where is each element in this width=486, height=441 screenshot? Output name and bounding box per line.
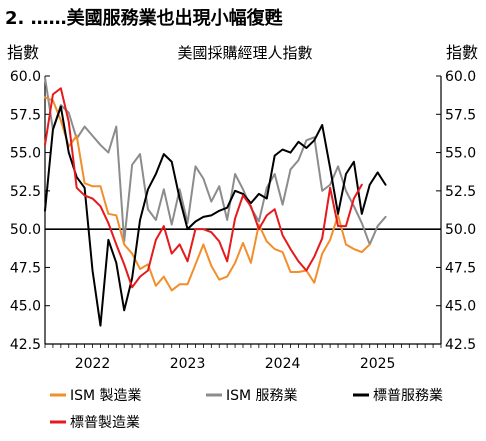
y-axis-label-left: 指數 xyxy=(7,43,39,62)
y-tick-label-left: 47.5 xyxy=(10,260,41,276)
series-line-1 xyxy=(44,76,387,246)
y-tick-label-right: 45.0 xyxy=(445,299,476,315)
legend-label-1: ISM 服務業 xyxy=(226,388,298,404)
chart-title: 2. ……美國服務業也出現小幅復甦 xyxy=(5,7,284,29)
y-tick-label-left: 52.5 xyxy=(10,184,41,200)
chart-subtitle: 美國採購經理人指數 xyxy=(177,44,312,62)
y-tick-label-left: 57.5 xyxy=(10,107,41,123)
x-tick-label: 2023 xyxy=(170,356,206,372)
legend-label-2: 標普服務業 xyxy=(373,388,443,404)
y-axis-label-right: 指數 xyxy=(446,43,478,62)
y-tick-label-left: 45.0 xyxy=(10,299,41,315)
x-tick-label: 2024 xyxy=(265,356,301,372)
y-tick-label-right: 47.5 xyxy=(445,260,476,276)
y-tick-label-right: 50.0 xyxy=(445,222,476,238)
x-tick-label: 2022 xyxy=(75,356,111,372)
series-line-2 xyxy=(44,105,387,327)
y-tick-label-right: 60.0 xyxy=(445,69,476,85)
x-tick-label: 2025 xyxy=(360,356,396,372)
y-tick-label-left: 55.0 xyxy=(10,146,41,162)
y-tick-label-right: 42.5 xyxy=(445,337,476,353)
y-tick-label-right: 52.5 xyxy=(445,184,476,200)
y-tick-label-left: 50.0 xyxy=(10,222,41,238)
y-tick-label-right: 57.5 xyxy=(445,107,476,123)
series-line-0 xyxy=(44,96,371,292)
legend-label-3: 標普製造業 xyxy=(70,415,140,431)
legend-label-0: ISM 製造業 xyxy=(70,388,142,404)
y-tick-label-left: 60.0 xyxy=(10,69,41,85)
series-line-3 xyxy=(44,87,363,289)
y-tick-label-left: 42.5 xyxy=(10,337,41,353)
y-tick-label-right: 55.0 xyxy=(445,146,476,162)
